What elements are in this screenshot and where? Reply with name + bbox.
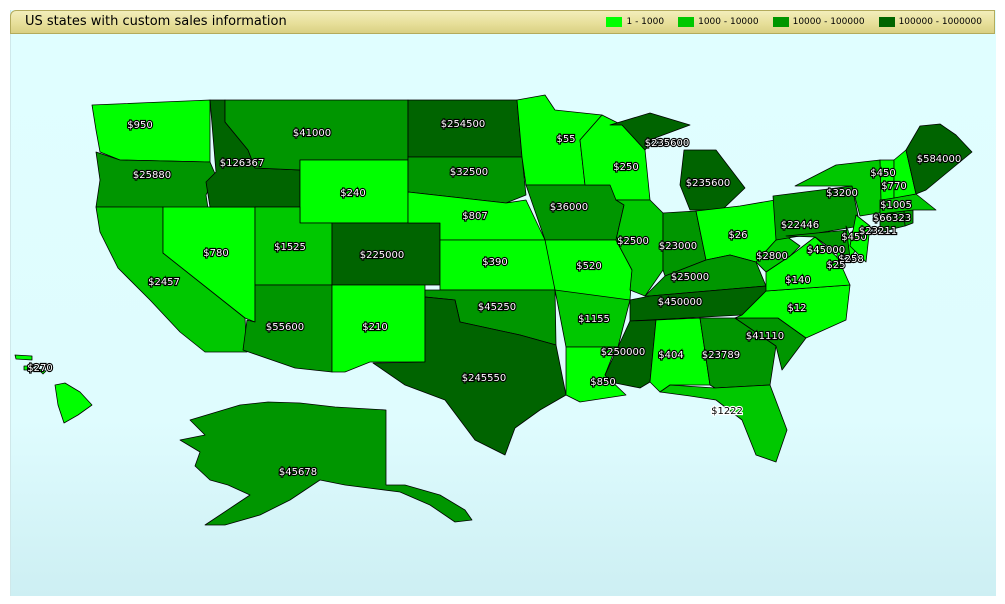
state-hi[interactable] [23,365,31,371]
state-hi[interactable] [14,354,33,361]
state-value-label: $210 [362,322,387,333]
state-value-label: $245550 [462,373,507,384]
legend-item-1: 1 - 1000 [606,17,664,27]
state-value-label: $23211 [859,226,897,237]
state-value-label: $36000 [550,202,588,213]
state-value-label: $45000 [807,245,845,256]
state-value-label: $2800 [756,251,788,262]
state-la[interactable] [565,346,627,403]
state-value-label: $584000 [917,154,962,165]
state-value-label: $45678 [279,467,317,478]
state-hi[interactable] [54,382,93,424]
state-value-label: $258 [838,254,863,265]
state-value-label: $55 [556,134,575,145]
state-wa[interactable] [91,99,211,163]
state-md[interactable] [785,229,851,259]
state-value-label: $807 [462,211,487,222]
state-value-label: $45250 [478,302,516,313]
state-value-label: $250 [613,162,638,173]
state-value-label: $240 [340,188,365,199]
state-value-label: $235600 [645,138,690,149]
state-nj[interactable] [849,214,871,263]
state-value-label: $25 [826,260,845,271]
state-value-label: $254500 [441,119,486,130]
legend-label: 10000 - 100000 [792,17,865,27]
state-value-label: $950 [127,120,152,131]
state-value-label: $25000 [671,272,709,283]
state-value-label: $41000 [293,128,331,139]
state-ak[interactable] [179,401,473,526]
state-value-label: $126367 [220,158,265,169]
state-value-label: $66323 [873,213,911,224]
state-vt[interactable] [879,159,895,201]
state-value-label: $450 [870,168,895,179]
state-miu[interactable] [609,112,691,151]
legend-swatch [678,17,695,27]
state-value-label: $450000 [658,297,703,308]
state-tx[interactable] [372,296,567,456]
state-value-label: $23000 [659,241,697,252]
state-value-label: $1155 [578,314,610,325]
state-value-label: $55600 [266,322,304,333]
state-value-label: $270 [27,363,52,374]
state-value-label: $32500 [450,167,488,178]
legend-swatch [772,17,789,27]
state-value-label: $1525 [274,242,306,253]
state-fl[interactable] [659,384,788,463]
state-value-label: $12 [787,303,806,314]
state-value-label: $225000 [360,250,405,261]
legend-label: 1000 - 10000 [698,17,759,27]
legend-item-3: 10000 - 100000 [772,17,865,27]
state-dc[interactable] [836,251,844,259]
state-sd[interactable] [407,156,527,204]
legend-label: 1 - 1000 [626,17,665,27]
legend-swatch [606,17,623,27]
state-value-label: $1222 [711,406,743,417]
legend-item-4: 100000 - 1000000 [878,17,982,27]
legend-item-2: 1000 - 10000 [678,17,759,27]
state-value-label: $26 [728,230,747,241]
state-value-label: $520 [576,261,601,272]
state-value-label: $250000 [601,347,646,358]
legend-label: 100000 - 1000000 [898,17,982,27]
state-value-label: $3200 [826,188,858,199]
state-value-label: $390 [482,257,507,268]
state-value-label: $22446 [781,220,819,231]
state-value-label: $2457 [148,277,180,288]
state-value-label: $2500 [617,236,649,247]
state-value-label: $450 [841,232,866,243]
state-value-label: $404 [658,350,683,361]
state-value-label: $780 [203,248,228,259]
legend: 1 - 1000 1000 - 10000 10000 - 100000 100… [606,17,982,27]
state-value-label: $850 [590,377,615,388]
map-title: US states with custom sales information [25,14,287,29]
state-il[interactable] [615,199,664,297]
state-value-label: $140 [785,275,810,286]
state-me[interactable] [905,123,973,195]
state-nm[interactable] [331,284,426,373]
title-bar: US states with custom sales information … [10,10,995,34]
state-or[interactable] [95,151,217,209]
state-value-label: $25880 [133,170,171,181]
state-value-label: $23789 [702,350,740,361]
state-value-label: $770 [881,181,906,192]
state-value-label: $41110 [746,331,784,342]
state-hi[interactable] [37,368,47,375]
state-value-label: $1005 [880,200,912,211]
state-value-label: $235600 [686,178,731,189]
legend-swatch [878,17,895,27]
